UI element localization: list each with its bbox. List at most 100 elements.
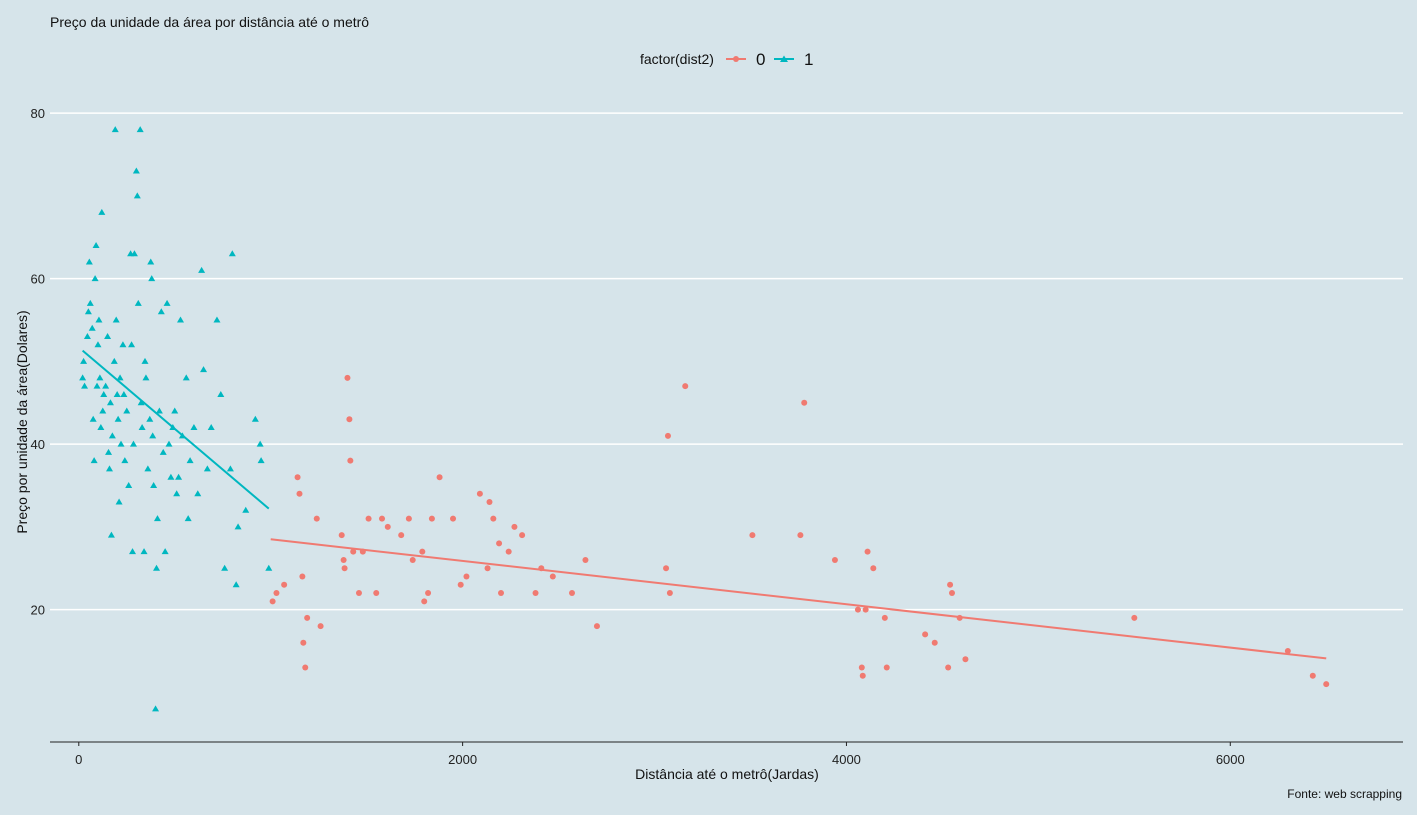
point-series-1-67 bbox=[163, 299, 171, 306]
point-series-0-15 bbox=[346, 416, 353, 423]
point-series-0-21 bbox=[373, 590, 380, 597]
point-series-1-27 bbox=[110, 357, 118, 364]
chart-title: Preço da unidade da área por distância a… bbox=[50, 14, 369, 30]
point-series-1-90 bbox=[232, 581, 240, 588]
point-series-0-58 bbox=[854, 606, 861, 613]
point-series-0-74 bbox=[1284, 647, 1291, 654]
point-series-0-70 bbox=[949, 590, 955, 597]
point-series-1-46 bbox=[133, 192, 141, 199]
point-series-1-24 bbox=[106, 399, 114, 406]
point-series-0-28 bbox=[421, 598, 428, 605]
point-series-0-23 bbox=[384, 523, 391, 530]
point-series-1-32 bbox=[115, 498, 123, 505]
point-series-0-49 bbox=[593, 623, 600, 630]
point-series-1-58 bbox=[149, 432, 157, 439]
point-series-0-32 bbox=[450, 515, 457, 522]
point-series-0-72 bbox=[962, 656, 969, 663]
point-series-1-19 bbox=[100, 390, 108, 397]
point-series-1-34 bbox=[117, 440, 125, 447]
point-series-0-26 bbox=[409, 556, 416, 563]
point-series-1-35 bbox=[119, 341, 127, 348]
gridlines bbox=[50, 112, 1403, 611]
point-series-0-5 bbox=[299, 573, 306, 580]
point-series-1-57 bbox=[148, 275, 156, 282]
point-series-0-44 bbox=[532, 590, 539, 597]
point-series-0-73 bbox=[1131, 614, 1138, 621]
point-series-1-50 bbox=[138, 424, 146, 431]
point-series-1-29 bbox=[112, 316, 120, 323]
point-series-1-92 bbox=[242, 506, 250, 513]
point-series-1-21 bbox=[104, 333, 112, 340]
point-series-1-18 bbox=[99, 407, 107, 414]
point-series-0-31 bbox=[436, 474, 443, 481]
point-series-1-45 bbox=[132, 167, 140, 174]
legend-label-1: 1 bbox=[804, 50, 813, 69]
trend-lines bbox=[81, 349, 1327, 660]
point-series-0-19 bbox=[359, 548, 366, 555]
point-series-1-88 bbox=[226, 465, 234, 472]
point-series-1-31 bbox=[114, 415, 122, 422]
legend-title: factor(dist2) bbox=[640, 51, 714, 67]
point-series-1-84 bbox=[207, 424, 215, 431]
point-series-0-8 bbox=[304, 614, 311, 621]
point-series-1-51 bbox=[140, 548, 148, 555]
point-series-1-54 bbox=[144, 465, 152, 472]
x-tick-label-0: 0 bbox=[75, 752, 82, 767]
point-series-0-64 bbox=[881, 614, 888, 621]
y-axis-title: Preço por unidade da área(Dolares) bbox=[14, 310, 30, 533]
point-series-1-38 bbox=[123, 407, 131, 414]
point-series-0-4 bbox=[296, 490, 303, 497]
point-series-0-24 bbox=[398, 532, 405, 539]
point-series-1-22 bbox=[105, 448, 113, 455]
point-series-0-76 bbox=[1323, 681, 1330, 688]
legend-key-1-marker bbox=[780, 55, 788, 62]
point-series-0-38 bbox=[490, 515, 497, 522]
point-series-1-6 bbox=[86, 299, 94, 306]
point-series-0-59 bbox=[858, 664, 865, 671]
point-series-1-2 bbox=[81, 382, 89, 389]
point-series-1-69 bbox=[167, 473, 175, 480]
point-series-1-94 bbox=[256, 440, 264, 447]
point-series-1-8 bbox=[89, 415, 97, 422]
point-series-1-83 bbox=[203, 465, 211, 472]
point-series-0-11 bbox=[338, 532, 345, 539]
point-series-0-10 bbox=[317, 623, 324, 630]
data-points bbox=[79, 126, 1330, 712]
point-series-1-10 bbox=[91, 275, 99, 282]
point-series-0-45 bbox=[538, 565, 545, 572]
point-series-0-54 bbox=[749, 532, 756, 539]
point-series-0-18 bbox=[355, 590, 362, 597]
point-series-0-68 bbox=[945, 664, 952, 671]
y-tick-label-60: 60 bbox=[31, 272, 45, 287]
point-series-1-85 bbox=[213, 316, 221, 323]
point-series-0-39 bbox=[496, 540, 503, 547]
y-tick-label-20: 20 bbox=[31, 603, 45, 618]
caption: Fonte: web scrapping bbox=[1287, 787, 1402, 801]
point-series-0-13 bbox=[341, 565, 348, 572]
point-series-1-4 bbox=[84, 308, 92, 315]
point-series-1-73 bbox=[175, 473, 183, 480]
point-series-1-96 bbox=[265, 564, 273, 571]
point-series-1-39 bbox=[125, 481, 133, 488]
point-series-1-36 bbox=[120, 390, 128, 397]
point-series-1-89 bbox=[228, 250, 236, 257]
point-series-1-53 bbox=[142, 374, 150, 381]
point-series-0-36 bbox=[484, 565, 491, 572]
point-series-1-60 bbox=[152, 705, 160, 712]
point-series-0-16 bbox=[347, 457, 354, 464]
point-series-0-2 bbox=[281, 581, 288, 588]
x-tick-label-2000: 2000 bbox=[448, 752, 477, 767]
point-series-0-34 bbox=[463, 573, 470, 580]
point-series-1-42 bbox=[129, 548, 137, 555]
point-series-0-17 bbox=[350, 548, 357, 555]
point-series-1-23 bbox=[105, 465, 113, 472]
point-series-0-46 bbox=[549, 573, 556, 580]
point-series-0-27 bbox=[419, 548, 426, 555]
point-series-1-81 bbox=[198, 266, 206, 273]
legend-key-0-marker bbox=[733, 56, 739, 62]
point-series-1-76 bbox=[182, 374, 190, 381]
point-series-0-20 bbox=[365, 515, 372, 522]
point-series-0-48 bbox=[582, 556, 589, 563]
point-series-1-47 bbox=[134, 299, 142, 306]
